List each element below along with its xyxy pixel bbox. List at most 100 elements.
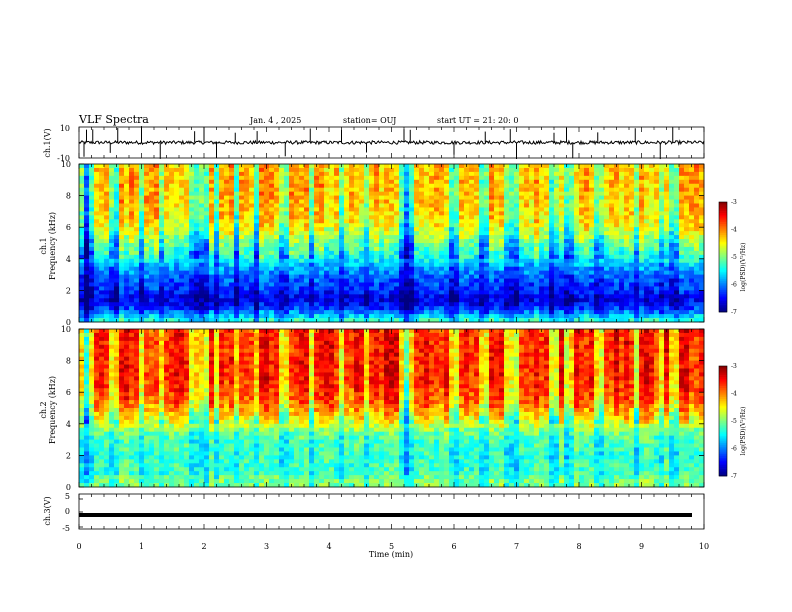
ch1-spectrogram-cell bbox=[304, 254, 310, 260]
ch1-spectrogram-cell bbox=[524, 294, 530, 299]
ch1-spectrogram-cell bbox=[404, 239, 410, 244]
ch1-spectrogram-cell bbox=[654, 282, 660, 287]
ch1-spectrogram-cell bbox=[579, 290, 585, 295]
ch1-spectrogram-cell bbox=[249, 231, 255, 236]
ch1-spectrogram-cell bbox=[264, 227, 270, 232]
ch1-spectrogram-cell bbox=[579, 306, 585, 311]
ch1-spectrogram-cell bbox=[184, 191, 190, 196]
ch1-spectrogram-cell bbox=[354, 250, 360, 256]
ch1-spectrogram-cell bbox=[589, 219, 595, 224]
ch1-spectrogram-cell bbox=[619, 164, 625, 169]
ch1-spectrogram-cell bbox=[209, 207, 215, 212]
ch1-spectrogram-cell bbox=[609, 306, 615, 311]
ch1-spectrogram-cell bbox=[484, 310, 490, 315]
ch1-spectrogram-cell bbox=[89, 243, 95, 248]
ch1-spectrogram-cell bbox=[129, 231, 135, 236]
ch1-spectrogram-cell bbox=[314, 239, 320, 244]
ch1-spectrogram-cell bbox=[364, 278, 370, 283]
ch1-spectrogram-cell bbox=[484, 191, 490, 196]
ch1-spectrogram-cell bbox=[404, 246, 410, 252]
ch1-spectrogram-cell bbox=[264, 171, 270, 177]
ch1-spectrogram-cell bbox=[329, 231, 335, 236]
ch1-spectrogram-cell bbox=[109, 274, 115, 279]
ch1-spectrogram-cell bbox=[94, 294, 100, 299]
ch1-spectrogram-cell bbox=[539, 191, 545, 196]
ch1-spectrogram-cell bbox=[129, 191, 135, 196]
ch1-spectrogram-cell bbox=[299, 211, 305, 216]
ch1-spectrogram-cell bbox=[624, 310, 630, 315]
ch1-spectrogram-cell bbox=[399, 302, 405, 307]
ch1-spectrogram-cell bbox=[469, 270, 475, 275]
ch1-spectrogram-cell bbox=[449, 243, 455, 248]
ch1-spectrogram-cell bbox=[439, 266, 445, 272]
ch1-spectrogram-cell bbox=[264, 254, 270, 260]
ch1-spectrogram-cell bbox=[314, 262, 320, 268]
ch1-spectrogram-cell bbox=[474, 239, 480, 244]
ch1-spectrogram-cell bbox=[209, 195, 215, 200]
ch1-spectrogram-cell bbox=[654, 191, 660, 196]
ch1-spectrogram-cell bbox=[84, 179, 90, 185]
ch1-spectrogram-cell bbox=[289, 246, 295, 252]
start-time-label: start UT = 21: 20: 0 bbox=[437, 116, 518, 125]
ch1-spectrogram-cell bbox=[609, 175, 615, 181]
ch1-spectrogram-cell bbox=[469, 278, 475, 283]
ch1-spectrogram-cell bbox=[159, 278, 165, 283]
ch1-spectrogram-cell bbox=[669, 164, 675, 169]
ch1-spectrogram-cell bbox=[364, 258, 370, 264]
ch1-spectrogram-cell bbox=[429, 278, 435, 283]
ch1-spectrogram-cell bbox=[159, 223, 165, 228]
ch1-spectrogram-cell bbox=[669, 207, 675, 212]
ch1-spectrogram-cell bbox=[514, 179, 520, 185]
ch1-spectrogram-cell bbox=[239, 175, 245, 181]
ch1-spectrogram-cell bbox=[434, 262, 440, 268]
ch1-spectrogram-cell bbox=[384, 282, 390, 287]
ch1-spectrogram-cell bbox=[474, 282, 480, 287]
ch1-spectrogram-cell bbox=[149, 179, 155, 185]
ch1-spectrogram-cell bbox=[419, 223, 425, 228]
ch1-spectrogram-cell bbox=[614, 239, 620, 244]
ch1-spectrogram-cell bbox=[424, 243, 430, 248]
ch1-spectrogram-cell bbox=[344, 183, 350, 189]
ch1-spectrogram-cell bbox=[479, 318, 485, 323]
ch1-spectrogram-cell bbox=[674, 239, 680, 244]
ch1-spectrogram-cell bbox=[334, 306, 340, 311]
ch1-spectrogram-cell bbox=[669, 302, 675, 307]
ch1-spectrogram-cell bbox=[424, 266, 430, 272]
ch1-spectrogram-cell bbox=[239, 203, 245, 208]
ch1-spectrogram-cell bbox=[194, 183, 200, 189]
ch1-spectrogram-cell bbox=[294, 282, 300, 287]
ch1-spectrogram-cell bbox=[174, 243, 180, 248]
ch1-spectrogram-cell bbox=[479, 274, 485, 279]
ch1-spectrogram-cell bbox=[539, 302, 545, 307]
ch1-spectrogram-cell bbox=[234, 298, 240, 303]
ch1-spectrogram-cell bbox=[489, 239, 495, 244]
ch1-spectrogram-cell bbox=[349, 278, 355, 283]
ch1-spectrogram-cell bbox=[204, 266, 210, 272]
ch1-spectrogram-cell bbox=[519, 187, 525, 193]
ch1-spectrogram-cell bbox=[229, 250, 235, 256]
ch1-spectrogram-cell bbox=[144, 286, 150, 291]
ch1-spectrogram-cell bbox=[419, 243, 425, 248]
ch1-spectrogram-cell bbox=[539, 294, 545, 299]
ch1-spectrogram-cell bbox=[479, 207, 485, 212]
ch1-spectrogram-cell bbox=[469, 246, 475, 252]
ch1-spectrogram-cell bbox=[154, 175, 160, 181]
ch1-spectrogram-cell bbox=[364, 187, 370, 193]
ch1-spectrogram-cell bbox=[374, 302, 380, 307]
ch1-spectrogram-cell bbox=[634, 314, 640, 319]
ch1-spectrogram-cell bbox=[659, 203, 665, 208]
ch1-spectrogram-cell bbox=[479, 282, 485, 287]
ch1-spectrogram-cell bbox=[244, 314, 250, 319]
ch1-spectrogram-cell bbox=[639, 215, 645, 220]
ch1-spectrogram-cell bbox=[334, 211, 340, 216]
ch1-spectrogram-cell bbox=[84, 167, 90, 173]
ch1-spectrogram-cell bbox=[614, 219, 620, 224]
ch1-spectrogram-cell bbox=[479, 246, 485, 252]
ch1-spectrogram-cell bbox=[529, 171, 535, 177]
ch1-spectrogram-cell bbox=[609, 274, 615, 279]
ch1-spectrogram-cell bbox=[129, 290, 135, 295]
ch1-spectrogram-cell bbox=[349, 203, 355, 208]
ch1-spectrogram-cell bbox=[489, 310, 495, 315]
ch1-spectrogram-cell bbox=[444, 203, 450, 208]
ch1-spectrogram-cell bbox=[464, 191, 470, 196]
